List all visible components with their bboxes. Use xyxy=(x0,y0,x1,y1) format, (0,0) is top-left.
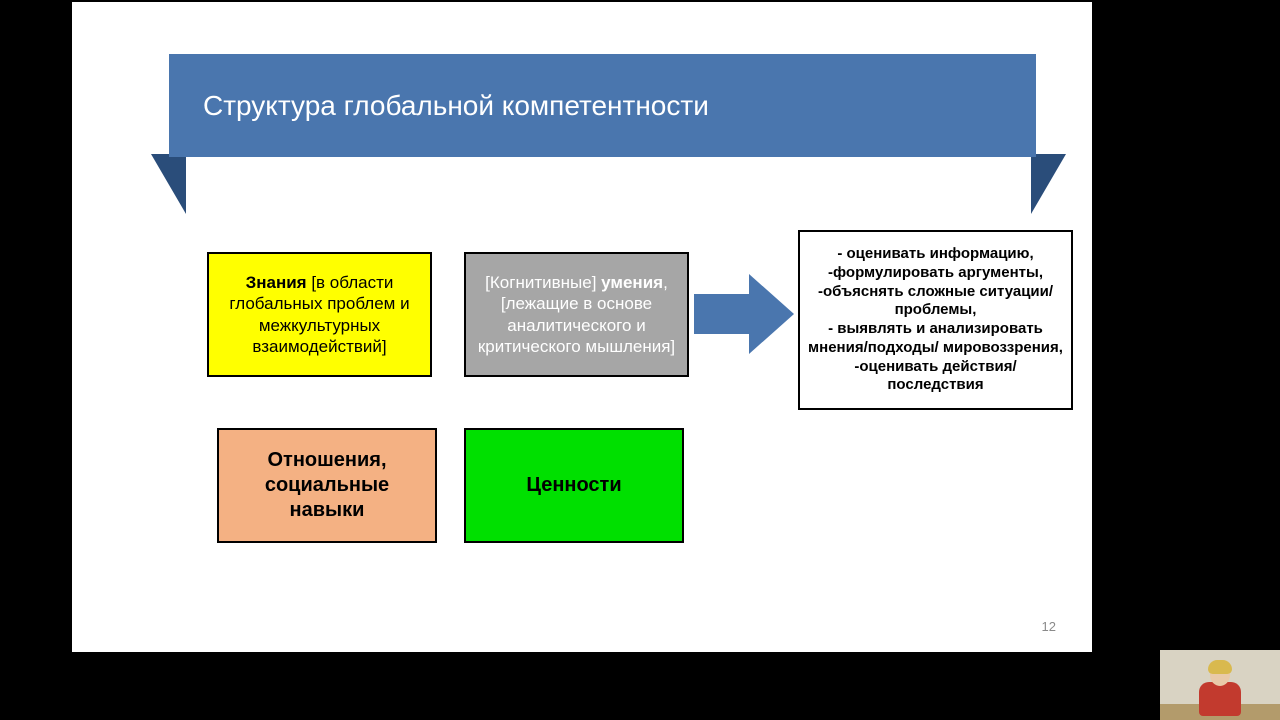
outcome-line-4: - выявлять и анализировать мнения/подход… xyxy=(808,320,1063,358)
slide-title: Структура глобальной компетентности xyxy=(203,90,709,122)
knowledge-text: Знания [в области глобальных проблем и м… xyxy=(217,272,422,357)
skills-text: [Когнитивные] умения, xyxy=(485,272,668,293)
skills-title: умения xyxy=(601,273,663,292)
relations-line3: навыки xyxy=(290,498,365,523)
knowledge-title: Знания xyxy=(246,273,307,292)
relations-line1: Отношения, xyxy=(267,448,386,473)
skills-body: [лежащие в основе аналитического и крити… xyxy=(474,293,679,357)
outcome-line-3: -объяснять сложные ситуации/ проблемы, xyxy=(808,283,1063,321)
webcam-thumbnail xyxy=(1160,650,1280,720)
relations-line2: социальные xyxy=(265,473,389,498)
outcome-line-5: -оценивать действия/последствия xyxy=(808,358,1063,396)
skills-box: [Когнитивные] умения, [лежащие в основе … xyxy=(464,252,689,377)
page-number: 12 xyxy=(1042,619,1056,634)
outcome-line-2: -формулировать аргументы, xyxy=(828,264,1043,283)
knowledge-box: Знания [в области глобальных проблем и м… xyxy=(207,252,432,377)
title-banner: Структура глобальной компетентности xyxy=(169,54,1036,157)
arrow-icon xyxy=(694,274,794,354)
relations-box: Отношения, социальные навыки xyxy=(217,428,437,543)
slide: Структура глобальной компетентности Знан… xyxy=(72,2,1092,652)
skills-prefix: [Когнитивные] xyxy=(485,273,601,292)
banner-fold-left xyxy=(151,154,186,214)
banner-fold-right xyxy=(1031,154,1066,214)
webcam-person xyxy=(1195,661,1245,716)
values-label: Ценности xyxy=(526,473,621,498)
outcome-line-1: - оценивать информацию, xyxy=(837,245,1033,264)
values-box: Ценности xyxy=(464,428,684,543)
skills-suffix: , xyxy=(663,273,668,292)
outcomes-box: - оценивать информацию, -формулировать а… xyxy=(798,230,1073,410)
